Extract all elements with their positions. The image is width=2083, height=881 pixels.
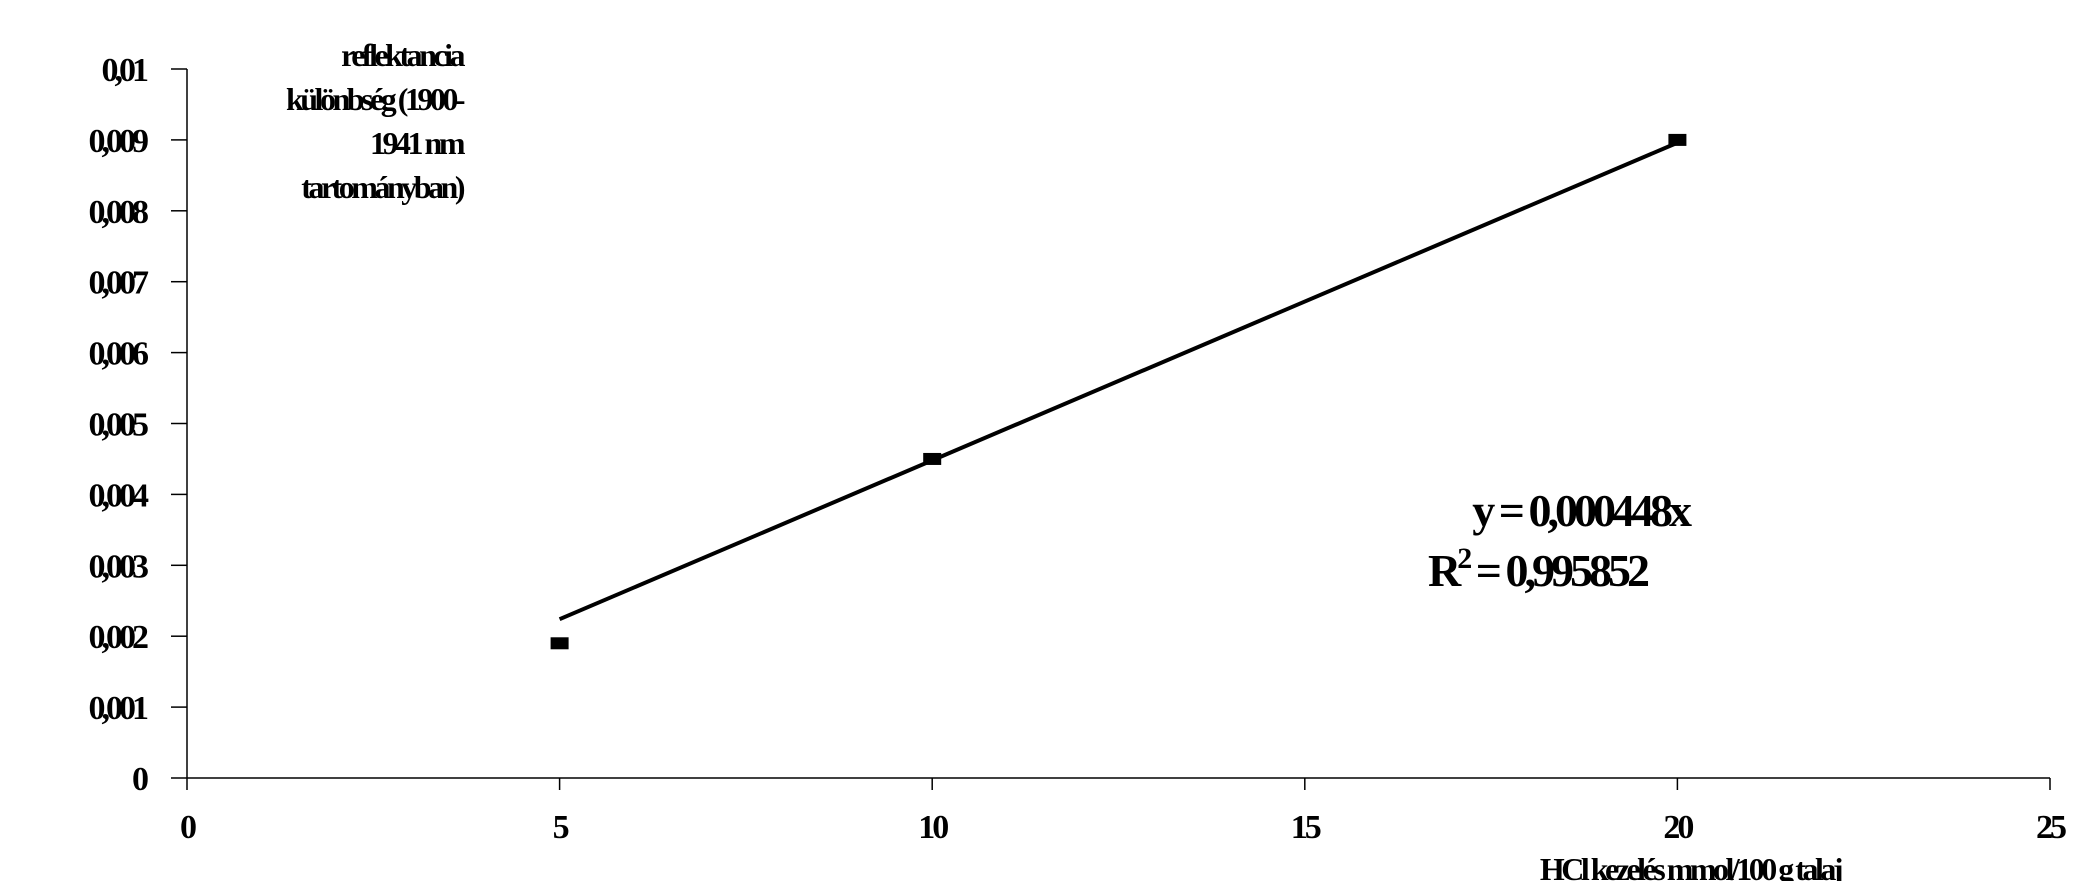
x-tick-label: 15 [1291,809,1321,846]
data-points [550,133,1687,650]
r-squared-value: = 0,995852 [1468,545,1649,596]
x-tick-label: 10 [918,809,948,846]
y-tick-label: 0,007 [89,265,150,302]
x-tick-label: 5 [553,809,569,846]
regression-equation: y = 0,000448x [1472,485,1692,536]
data-point [550,637,569,650]
y-tick-label: 0,005 [89,407,149,444]
y-tick-label: 0 [132,761,148,798]
x-ticks: 0 5 10 15 20 25 [180,778,2069,846]
y-axis-label-line: tartományban) [301,169,465,205]
y-tick-label: 0,004 [89,477,150,514]
y-tick-label: 0,002 [89,619,149,656]
y-tick-label: 0,001 [89,690,149,727]
y-tick-label: 0,008 [89,194,149,231]
y-tick-label: 0,009 [89,123,149,160]
r-squared: R2 = 0,995852 [1428,542,1649,596]
y-tick-label: 0,003 [89,548,149,585]
x-tick-label: 0 [180,809,196,846]
axes [186,69,2050,779]
y-axis-label-line: reflektancia [341,37,465,73]
y-axis-label: reflektancia különbség (1900- 1941 nm tarto… [286,37,466,205]
y-axis-label-line: 1941 nm [370,125,466,161]
data-point [1668,133,1687,146]
data-point [923,452,942,465]
x-axis-label: HCl kezelés mmol/100 g talaj [1540,851,1842,881]
x-tick-label: 25 [2036,809,2066,846]
y-tick-label: 0,01 [102,52,149,89]
x-tick-label: 20 [1663,809,1693,846]
y-axis-label-line: különbség (1900- [286,81,465,117]
y-tick-label: 0,006 [89,336,149,373]
y-ticks: 0 0,001 0,002 0,003 0,004 0,005 0,006 0,007 0,00… [89,52,187,798]
trendline [558,140,1679,622]
